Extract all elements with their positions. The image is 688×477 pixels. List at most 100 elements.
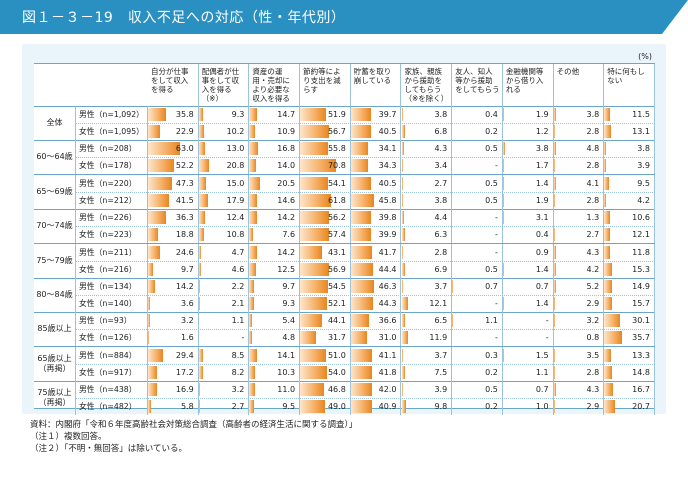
value-label: 5.8 (180, 402, 194, 412)
header-divider (34, 106, 655, 107)
value-label: 1.4 (535, 178, 549, 188)
value-label: 54.5 (327, 282, 346, 291)
value-bar (401, 176, 403, 190)
data-cell: 4.2 (553, 260, 605, 278)
value-bar (148, 348, 163, 362)
data-cell: 9.8 (401, 398, 453, 416)
data-cell: 18.8 (148, 226, 199, 244)
value-label: 9.7 (282, 282, 296, 291)
value-bar (148, 211, 167, 225)
value-label: 1.7 (535, 161, 549, 171)
value-bar (553, 108, 556, 121)
value-bar (553, 365, 555, 379)
value-label: 4.3 (434, 144, 448, 154)
value-bar (401, 108, 404, 121)
data-cell: 3.9 (401, 381, 453, 399)
value-label: 2.9 (586, 402, 600, 412)
value-bar (249, 348, 257, 362)
value-bar (553, 314, 556, 328)
data-cell: 17.9 (198, 191, 250, 209)
value-bar (502, 176, 504, 190)
data-cell: 42.0 (350, 381, 402, 399)
value-bar (401, 142, 404, 156)
column-header: 金融機関等から借り入れる (503, 64, 554, 106)
data-cell: 2.8 (553, 157, 605, 175)
data-cell: 15.3 (604, 260, 655, 278)
data-cell: 55.8 (300, 140, 351, 158)
row-label: 女性（n=126） (76, 329, 148, 347)
data-cell: 1.2 (502, 123, 554, 140)
data-cell: 3.8 (401, 191, 453, 209)
data-cell: 17.2 (148, 363, 199, 381)
value-bar (604, 400, 615, 414)
value-label: 44.4 (378, 264, 397, 274)
data-cell: 14.2 (148, 278, 199, 295)
value-label: 0.4 (485, 110, 498, 119)
value-label: 10.3 (277, 367, 296, 377)
value-bar (249, 193, 257, 207)
value-label: 56.7 (327, 127, 346, 136)
value-bar (148, 297, 150, 310)
column-header: 自分が仕事をして収入を得る (148, 64, 199, 106)
value-bar (401, 331, 408, 345)
value-label: 7.6 (282, 230, 296, 240)
data-cell: 4.8 (553, 140, 605, 158)
data-cell: - (503, 312, 554, 330)
data-cell: 1.6 (148, 329, 199, 347)
value-bar (401, 159, 404, 173)
value-bar (300, 245, 322, 259)
row-divider (76, 123, 655, 124)
data-cell: 5.8 (148, 398, 199, 416)
value-label: 1.4 (535, 299, 549, 308)
value-label: 3.9 (434, 385, 448, 395)
value-label: 4.3 (586, 385, 600, 395)
value-bar (300, 193, 332, 207)
row-sex: 女性 (79, 230, 95, 240)
data-cell: 4.2 (604, 191, 655, 209)
data-cell: 0.7 (502, 381, 554, 399)
value-label: 0.5 (485, 195, 498, 205)
value-label: 40.5 (378, 127, 397, 136)
data-cell: 45.8 (350, 191, 402, 209)
value-label: 6.3 (434, 230, 448, 240)
row-sex: 男性 (79, 213, 95, 223)
value-bar (198, 125, 204, 138)
row-n: （n=917） (94, 367, 137, 377)
value-label: 1.0 (535, 402, 549, 412)
data-cell: 36.3 (148, 209, 199, 227)
data-cell: 4.8 (249, 329, 301, 347)
data-cell: 40.9 (350, 398, 402, 416)
row-divider (76, 191, 655, 193)
value-bar (604, 142, 607, 156)
value-label: 2.7 (586, 230, 600, 240)
value-label: 16.9 (175, 385, 194, 395)
value-label: 39.9 (378, 230, 397, 240)
data-cell: 41.8 (350, 363, 402, 381)
value-bar (604, 383, 613, 397)
value-bar (604, 331, 623, 345)
row-n: （n=1,095） (94, 127, 144, 136)
data-cell: 20.5 (249, 174, 301, 192)
value-bar (300, 159, 336, 173)
row-n: （n=178） (94, 161, 137, 171)
value-label: 51.9 (327, 110, 346, 119)
value-bar (553, 383, 556, 397)
row-n: （n=126） (94, 333, 137, 343)
value-bar (249, 400, 255, 414)
value-bar (401, 400, 407, 414)
value-label: 0.7 (535, 282, 549, 291)
value-bar (350, 228, 372, 242)
row-label: 女性（n=1,095） (76, 123, 148, 140)
data-cell: 2.7 (553, 226, 605, 244)
data-cell: 46.8 (300, 381, 351, 399)
data-cell: 14.7 (249, 106, 301, 123)
value-bar (198, 383, 201, 397)
row-n: （n=134） (94, 282, 137, 291)
value-bar (249, 365, 255, 379)
value-label: 49.0 (327, 402, 346, 412)
data-cell: 3.9 (604, 157, 655, 175)
value-bar (350, 262, 374, 276)
group-divider (34, 208, 655, 210)
value-label: 41.7 (378, 247, 397, 257)
value-bar (553, 193, 555, 207)
